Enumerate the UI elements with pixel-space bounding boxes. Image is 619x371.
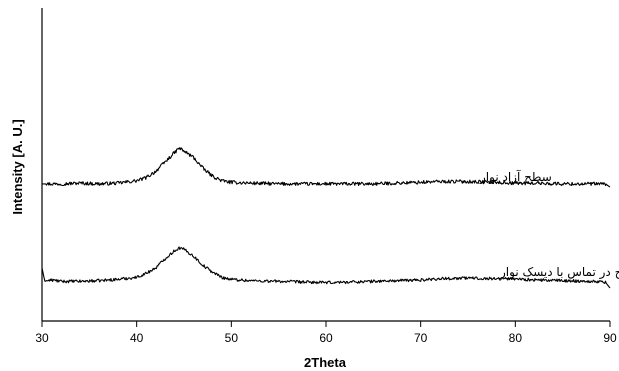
x-tick-label: 90 [603, 331, 617, 345]
x-tick-label: 60 [319, 331, 333, 345]
x-tick-label: 50 [225, 331, 239, 345]
x-tick-label: 40 [130, 331, 144, 345]
x-tick-label: 30 [35, 331, 49, 345]
chart-traces [41, 147, 611, 289]
series-line-2 [41, 246, 611, 289]
y-axis-title: Intensity [A. U.] [10, 119, 25, 214]
series-line-1 [42, 147, 611, 188]
annotation-wheel-contact-surface: سطح در تماس با دیسک نوار [499, 265, 619, 280]
x-axis-title: 2Theta [304, 355, 347, 370]
chart-labels: 30 40 50 60 70 80 90 [35, 331, 617, 345]
x-tick-label: 70 [414, 331, 428, 345]
annotation-free-surface: سطح آزاد نوار [479, 169, 552, 185]
x-tick-label: 80 [509, 331, 523, 345]
